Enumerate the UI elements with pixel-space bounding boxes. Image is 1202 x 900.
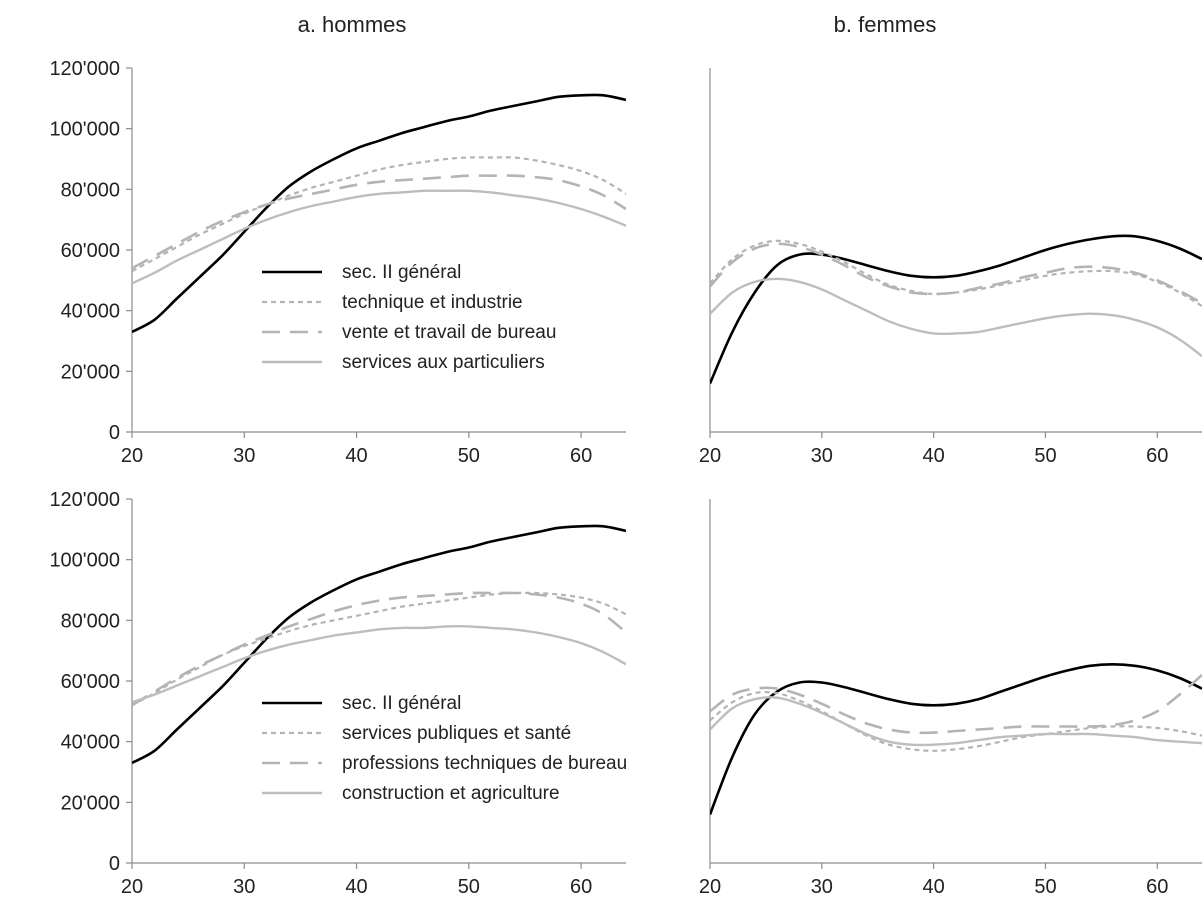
series-line-4 [132, 189, 626, 285]
y-tick-label: 20'000 [61, 361, 120, 383]
x-tick-label: 60 [570, 876, 592, 898]
x-tick-label: 20 [699, 445, 721, 467]
x-tick-label: 50 [1034, 876, 1056, 898]
x-tick-label: 60 [1146, 445, 1168, 467]
y-tick-label: 100'000 [49, 119, 120, 141]
x-tick-label: 20 [121, 445, 143, 467]
y-tick-label: 40'000 [61, 301, 120, 323]
legend-label: sec. II général [342, 262, 461, 283]
x-tick-label: 50 [1034, 445, 1056, 467]
x-tick-label: 40 [923, 876, 945, 898]
x-tick-label: 40 [345, 876, 367, 898]
panel-men-top: 20 30 40 50 60 0 20'000 40'000 60'000 80'000 100'0… [49, 58, 626, 467]
column-title-men: a. hommes [298, 12, 407, 37]
x-tick-label: 20 [699, 876, 721, 898]
y-tick-label: 120'000 [49, 489, 120, 511]
panel-women-bottom: 20 30 40 50 60 [699, 499, 1202, 898]
panel-women-top: 20 30 40 50 60 [699, 68, 1202, 467]
x-tick-label: 50 [458, 876, 480, 898]
y-tick-label: 0 [109, 422, 120, 444]
legend-label: services publiques et santé [342, 723, 571, 744]
y-tick-label: 80'000 [61, 610, 120, 632]
x-tick-label: 30 [233, 876, 255, 898]
x-tick-label: 40 [923, 445, 945, 467]
series-line-2 [132, 156, 626, 273]
legend-label: construction et agriculture [342, 783, 560, 804]
series-line-2 [710, 239, 1202, 308]
y-tick-label: 40'000 [61, 732, 120, 754]
x-tick-label: 30 [811, 876, 833, 898]
series-line-1 [132, 93, 626, 334]
series-line-4 [710, 277, 1202, 358]
y-tick-label: 120'000 [49, 58, 120, 80]
series-line-3 [132, 174, 626, 270]
series-line-3 [710, 673, 1202, 735]
series-line-1 [710, 662, 1202, 815]
y-tick-label: 60'000 [61, 671, 120, 693]
y-tick-label: 60'000 [61, 240, 120, 262]
legend-label: services aux particuliers [342, 352, 545, 373]
legend-label: sec. II général [342, 693, 461, 714]
series-line-2 [710, 690, 1202, 752]
y-tick-label: 0 [109, 853, 120, 875]
column-title-women: b. femmes [834, 12, 937, 37]
legend-label: vente et travail de bureau [342, 322, 556, 343]
x-tick-label: 60 [1146, 876, 1168, 898]
y-tick-label: 20'000 [61, 792, 120, 814]
series-line-1 [132, 524, 626, 765]
x-tick-label: 40 [345, 445, 367, 467]
series-line-4 [132, 624, 626, 704]
x-tick-label: 50 [458, 445, 480, 467]
x-tick-label: 30 [233, 445, 255, 467]
x-tick-label: 60 [570, 445, 592, 467]
legend-label: technique et industrie [342, 292, 523, 313]
y-tick-label: 80'000 [61, 179, 120, 201]
series-line-1 [710, 234, 1202, 385]
y-tick-label: 100'000 [49, 550, 120, 572]
series-line-3 [132, 591, 626, 707]
x-tick-label: 30 [811, 445, 833, 467]
legend-label: professions techniques de bureau [342, 753, 627, 774]
series-line-2 [132, 591, 626, 707]
x-tick-label: 20 [121, 876, 143, 898]
series-line-3 [710, 242, 1202, 305]
series-line-4 [710, 696, 1202, 747]
panel-men-bottom: 20 30 40 50 60 0 20'000 40'000 60'000 80'000 100'0… [49, 489, 627, 898]
